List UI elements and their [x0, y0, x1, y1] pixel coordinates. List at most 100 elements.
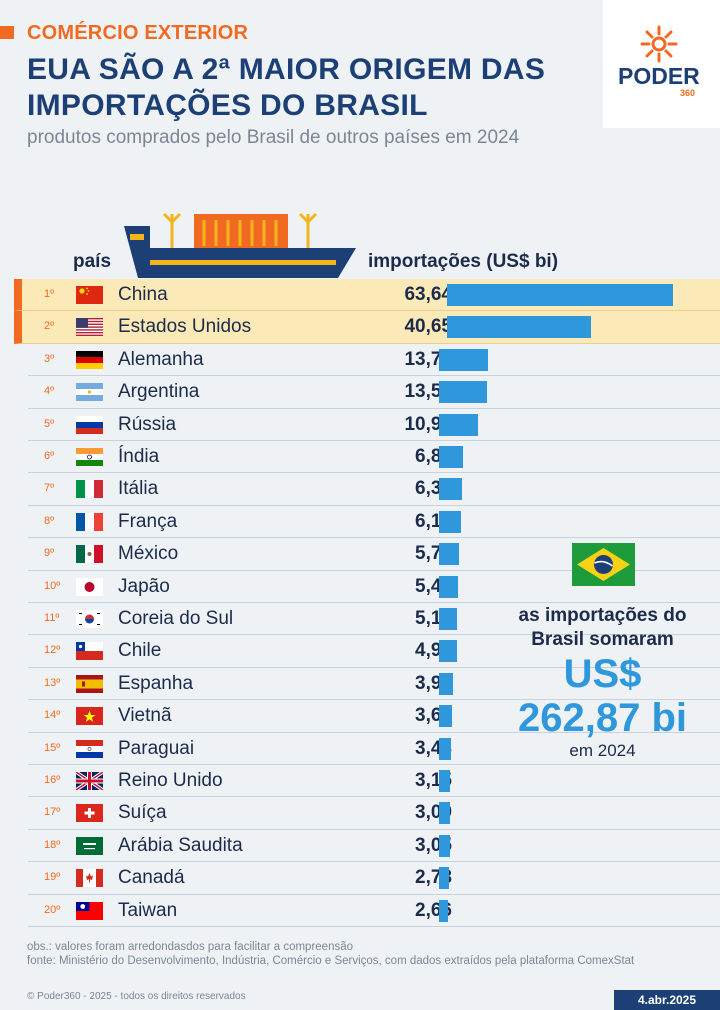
country-name: Estados Unidos — [118, 316, 252, 338]
country-name: Arábia Saudita — [118, 834, 243, 856]
value-label: 3,09 — [415, 802, 452, 824]
callout-currency: US$ — [563, 652, 642, 696]
rank-label: 1º — [44, 288, 55, 300]
country-name: Canadá — [118, 867, 185, 889]
rank-label: 11º — [44, 612, 60, 624]
section-kicker: COMÉRCIO EXTERIOR — [27, 22, 249, 44]
footer-obs: obs.: valores foram arredondasdos para f… — [27, 941, 354, 953]
switzerland-flag-icon — [76, 804, 103, 823]
page-subtitle: produtos comprados pelo Brasil de outros… — [27, 127, 520, 148]
bar — [439, 446, 464, 468]
table-row: 1º China 63,64 — [14, 279, 720, 312]
footer-copyright: © Poder360 - 2025 - todos os direitos re… — [27, 991, 246, 1002]
bar — [439, 737, 452, 760]
sun-logo-icon — [640, 25, 678, 63]
value-label: 2,66 — [415, 899, 452, 921]
table-row: 3º Alemanha 13,78 — [28, 344, 720, 377]
japan-flag-icon — [76, 577, 103, 596]
country-name: França — [118, 510, 178, 532]
value-label: 13,78 — [404, 348, 452, 370]
bar — [439, 381, 488, 404]
table-row: 8º França 6,19 — [28, 506, 720, 539]
table-row: 14º Vietnã 3,64 — [28, 700, 720, 733]
rank-label: 4º — [44, 385, 55, 398]
value-label: 4,95 — [415, 640, 452, 662]
taiwan-flag-icon — [76, 901, 103, 920]
rank-label: 10º — [44, 579, 61, 592]
bar — [439, 899, 449, 922]
table-row: 12º Chile 4,95 — [28, 635, 720, 668]
india-flag-icon — [76, 448, 103, 466]
country-name: Coreia do Sul — [118, 608, 234, 629]
country-name: Espanha — [118, 672, 194, 694]
footer-source: fonte: Ministério do Desenvolvimento, In… — [27, 955, 635, 967]
rank-label: 5º — [44, 417, 55, 430]
value-label: 5,77 — [415, 543, 452, 565]
page-title: EUA SÃO A 2ª MAIOR ORIGEM DAS IMPORTAÇÕE… — [27, 53, 546, 122]
value-label: 63,64 — [404, 284, 452, 305]
country-name: Taiwan — [118, 899, 178, 921]
value-label: 3,64 — [415, 705, 452, 727]
saudi-arabia-flag-icon — [76, 836, 103, 855]
bar — [439, 348, 488, 371]
country-name: México — [118, 543, 179, 565]
country-name: Reino Unido — [118, 770, 223, 791]
table-row: 7º Itália 6,39 — [28, 473, 720, 506]
bar — [447, 284, 673, 306]
value-label: 5,16 — [415, 608, 452, 629]
rank-label: 13º — [44, 676, 61, 689]
logo-number: 360 — [680, 88, 696, 98]
bar — [447, 316, 592, 339]
bar — [439, 478, 462, 501]
table-row: 9º México 5,77 — [28, 538, 720, 571]
column-header-value: importações (US$ bi) — [368, 251, 559, 272]
table-row: 19º Canadá 2,78 — [28, 862, 720, 895]
germany-flag-icon — [76, 350, 103, 369]
footer-notes: obs.: valores foram arredondasdos para f… — [27, 940, 677, 968]
rank-label: 19º — [44, 871, 61, 884]
callout-year: em 2024 — [569, 741, 636, 760]
value-label: 40,65 — [404, 316, 452, 338]
table-row: 13º Espanha 3,98 — [28, 668, 720, 701]
country-name: Vietnã — [118, 705, 172, 727]
rank-label: 8º — [44, 514, 55, 527]
rank-label: 7º — [44, 482, 55, 495]
publish-date: 4.abr.2025 — [614, 990, 720, 1010]
value-label: 10,97 — [404, 413, 452, 435]
brazil-flag-icon — [572, 543, 635, 586]
bar — [439, 640, 457, 663]
paraguay-flag-icon — [76, 739, 103, 758]
mexico-flag-icon — [76, 545, 103, 564]
value-label: 6,85 — [415, 446, 452, 467]
bar — [439, 413, 478, 436]
value-label: 5,43 — [415, 575, 452, 597]
value-label: 3,15 — [415, 770, 452, 791]
value-label: 3,05 — [415, 834, 452, 856]
cargo-ship-icon — [124, 212, 356, 278]
table-row: 6º Índia 6,85 — [28, 441, 720, 474]
country-name: China — [118, 284, 168, 305]
country-name: Paraguai — [118, 737, 195, 759]
rank-label: 9º — [44, 547, 55, 560]
accent-strip — [0, 26, 14, 39]
bar — [439, 510, 461, 533]
table-row: 17º Suíça 3,09 — [28, 797, 720, 830]
rank-label: 17º — [44, 806, 61, 819]
south-korea-flag-icon — [76, 610, 103, 628]
uk-flag-icon — [76, 772, 103, 790]
table-row: 2º Estados Unidos 40,65 — [14, 311, 720, 344]
column-header-country: país — [73, 251, 112, 272]
country-name: Chile — [118, 640, 162, 662]
country-name: Índia — [118, 446, 160, 467]
canada-flag-icon — [76, 869, 103, 888]
bar — [439, 543, 460, 566]
value-label: 3,98 — [415, 672, 452, 694]
table-row: 15º Paraguai 3,48 — [28, 733, 720, 765]
table-row: 10º Japão 5,43 — [28, 571, 720, 603]
bar — [439, 770, 451, 792]
country-name: Rússia — [118, 413, 177, 435]
table-row: 16º Reino Unido 3,15 — [28, 765, 720, 798]
country-name: Alemanha — [118, 348, 204, 370]
rank-label: 3º — [44, 352, 55, 365]
bar — [439, 575, 459, 598]
